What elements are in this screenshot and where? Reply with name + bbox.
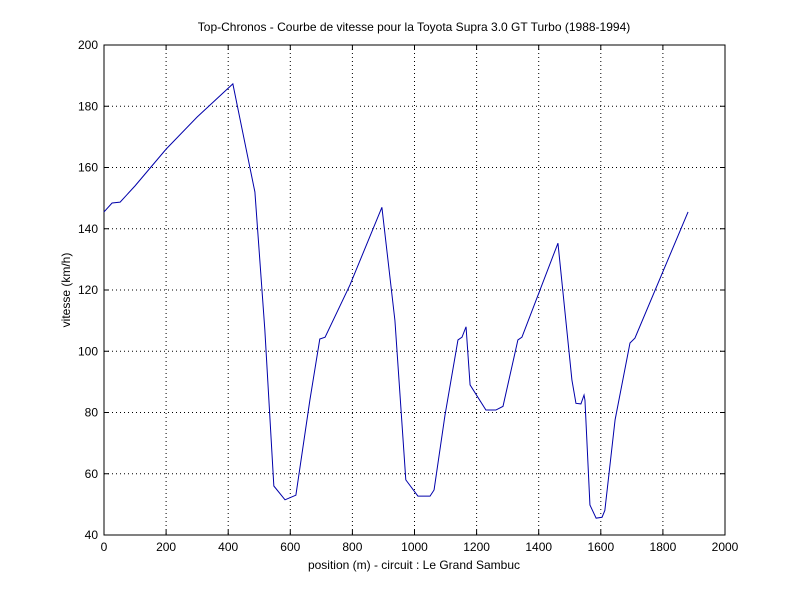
axes-box xyxy=(103,44,726,536)
y-tick-label: 160 xyxy=(78,161,98,175)
x-tick-label: 1000 xyxy=(401,540,428,554)
x-tick-label: 1600 xyxy=(587,540,614,554)
y-tick-label: 40 xyxy=(85,528,99,542)
y-tick-label: 80 xyxy=(85,406,99,420)
x-tick-label: 600 xyxy=(280,540,300,554)
x-tick-label: 400 xyxy=(218,540,238,554)
x-tick-label: 200 xyxy=(156,540,176,554)
x-axis-label: position (m) - circuit : Le Grand Sambuc xyxy=(308,558,520,572)
y-tick-label: 140 xyxy=(78,222,98,236)
x-tick-label: 800 xyxy=(342,540,362,554)
y-axis-label: vitesse (km/h) xyxy=(59,253,73,328)
y-tick-label: 120 xyxy=(78,283,98,297)
x-tick-label: 1200 xyxy=(463,540,490,554)
data-line xyxy=(103,82,689,519)
x-tick-label: 1400 xyxy=(525,540,552,554)
x-tick-label: 0 xyxy=(101,540,108,554)
y-tick-label: 200 xyxy=(78,38,98,52)
x-tick-label: 2000 xyxy=(712,540,739,554)
chart-title: Top-Chronos - Courbe de vitesse pour la … xyxy=(198,20,630,34)
y-tick-label: 180 xyxy=(78,99,98,113)
y-tick-label: 100 xyxy=(78,344,98,358)
x-tick-label: 1800 xyxy=(650,540,677,554)
y-tick-label: 60 xyxy=(85,467,99,481)
